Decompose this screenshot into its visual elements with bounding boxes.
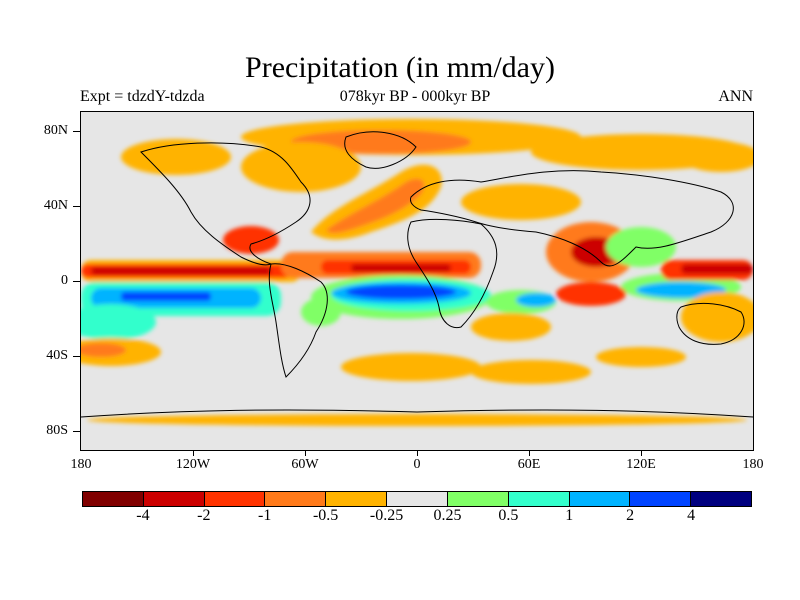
colorbar-label: 0.25	[433, 507, 462, 524]
colorbar-box	[143, 492, 205, 506]
x-tick-mark	[305, 450, 306, 456]
x-tick-180w: 180	[70, 457, 92, 472]
colorbar-box	[447, 492, 509, 506]
pacific-itcz-core	[91, 267, 271, 275]
canada-anomaly	[241, 142, 361, 192]
anomaly-fields	[81, 119, 753, 426]
north-america-outline	[140, 142, 311, 266]
north-atlantic-anomaly-core	[326, 178, 425, 234]
africa-outline	[407, 218, 498, 329]
y-tick-mark	[73, 131, 80, 132]
antarctica-outline	[81, 409, 753, 418]
x-tick-mark	[641, 450, 642, 456]
southern-africa-dry	[471, 313, 551, 341]
plot-title: Precipitation (in mm/day)	[245, 51, 555, 84]
colorbar-label: 4	[687, 507, 696, 524]
map-plot	[80, 111, 754, 451]
atlantic-south-core	[346, 285, 456, 299]
coastlines	[81, 131, 753, 418]
y-tick-mark	[73, 206, 80, 207]
x-tick-60e: 60E	[517, 457, 541, 472]
africa-wet-core	[516, 293, 556, 307]
y-tick-40n: 40N	[43, 198, 68, 213]
south-china-wet	[606, 227, 676, 267]
y-tick-mark	[73, 356, 80, 357]
colorbar-box	[387, 492, 448, 506]
south-pacific-dry-core	[81, 343, 126, 357]
australia-dry	[681, 292, 753, 342]
south-atlantic-dry	[341, 353, 481, 381]
colorbar-label: -1	[258, 507, 272, 524]
colorbar-label: 1	[565, 507, 574, 524]
australia-outline	[676, 302, 745, 345]
x-tick-mark	[417, 450, 418, 456]
y-tick-40s: 40S	[46, 348, 68, 363]
colorbar-label: 0.5	[498, 507, 519, 524]
atlantic-itcz-core	[351, 264, 451, 272]
east-indian-ocean-dry	[556, 282, 626, 306]
x-tick-mark	[529, 450, 530, 456]
y-tick-80s: 80S	[46, 423, 68, 438]
west-pacific-dry-core	[681, 264, 753, 274]
colorbar-box	[508, 492, 570, 506]
greenland-outline	[344, 131, 417, 169]
period-label: 078kyr BP - 000kyr BP	[339, 88, 491, 105]
south-indian-dry	[596, 347, 686, 367]
colorbar-label: -4	[136, 507, 150, 524]
colorbar-label: -0.25	[369, 507, 404, 524]
colorbar-box	[83, 492, 144, 506]
colorbar	[82, 491, 752, 507]
indian-ocean-wet-core	[636, 282, 726, 298]
colorbar-box	[569, 492, 631, 506]
y-tick-mark	[73, 431, 80, 432]
europe-anomaly	[461, 184, 581, 220]
colorbar-label: -2	[197, 507, 211, 524]
alaska-anomaly	[121, 139, 231, 175]
pacific-south-core	[121, 292, 211, 301]
x-tick-120e: 120E	[626, 457, 656, 472]
south-pacific-wet	[81, 304, 156, 340]
bering-anomaly	[681, 142, 753, 172]
y-tick-80n: 80N	[43, 123, 68, 138]
x-tick-60w: 60W	[291, 457, 319, 472]
colorbar-box	[630, 492, 692, 506]
season-label: ANN	[718, 88, 753, 105]
southern-ocean-dry	[471, 360, 591, 384]
colorbar-label: -0.5	[312, 507, 339, 524]
x-tick-mark	[193, 450, 194, 456]
colorbar-box	[691, 492, 751, 506]
colorbar-box	[204, 492, 266, 506]
colorbar-box	[326, 492, 388, 506]
y-tick-mark	[73, 281, 80, 282]
antarctic-dry	[87, 414, 747, 426]
experiment-label: Expt = tdzdY-tdzda	[80, 88, 205, 105]
eurasia-outline	[410, 170, 734, 267]
brazil-wet	[301, 298, 341, 326]
south-america-outline	[268, 263, 328, 378]
y-tick-0: 0	[61, 273, 68, 288]
x-tick-180e: 180	[742, 457, 764, 472]
x-tick-0: 0	[413, 457, 421, 472]
precipitation-map	[81, 112, 753, 450]
colorbar-label: 2	[626, 507, 635, 524]
caribbean-anomaly	[223, 226, 279, 254]
x-tick-120w: 120W	[175, 457, 211, 472]
colorbar-box	[265, 492, 327, 506]
